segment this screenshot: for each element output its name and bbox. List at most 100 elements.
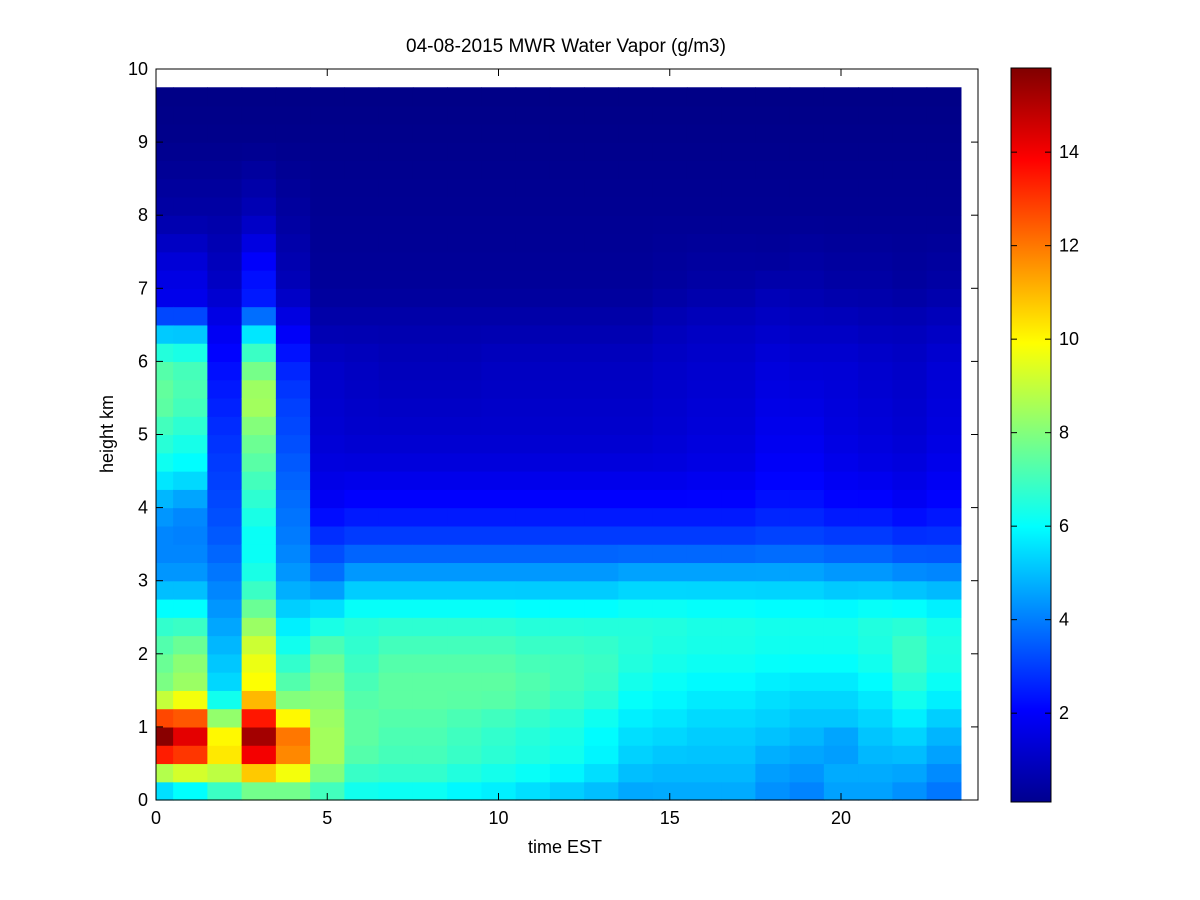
heatmap-cell <box>275 306 311 326</box>
heatmap-cell <box>447 215 482 235</box>
heatmap-cell <box>549 105 585 125</box>
heatmap-cell <box>584 142 619 161</box>
heatmap-cell <box>789 471 825 490</box>
heatmap-cell <box>858 416 893 436</box>
heatmap-cell <box>618 397 654 417</box>
heatmap-cell <box>481 233 517 253</box>
heatmap-cell <box>344 471 380 490</box>
heatmap-cell <box>412 745 448 765</box>
heatmap-cell <box>412 215 448 235</box>
heatmap-cell <box>652 489 688 509</box>
heatmap-cell <box>515 598 551 618</box>
heatmap-cell <box>447 251 482 271</box>
heatmap-cell <box>892 672 928 691</box>
heatmap-cell <box>926 123 962 143</box>
heatmap-cell <box>755 379 791 399</box>
heatmap-cell <box>721 598 756 618</box>
heatmap-cell <box>275 489 311 509</box>
heatmap-cell <box>549 416 585 436</box>
heatmap-cell <box>412 598 448 618</box>
heatmap-cell <box>310 617 345 637</box>
heatmap-cell <box>515 434 551 454</box>
heatmap-cell <box>344 324 380 344</box>
heatmap-cell <box>858 617 893 637</box>
heatmap-cell <box>207 507 243 527</box>
heatmap-cell <box>926 635 962 655</box>
x-tick-label: 15 <box>660 808 680 828</box>
heatmap-cell <box>173 251 208 271</box>
heatmap-cell <box>549 617 585 637</box>
heatmap-cell <box>549 160 585 180</box>
heatmap-cell <box>481 653 517 673</box>
heatmap-cell <box>275 123 311 143</box>
heatmap-cell <box>652 726 688 746</box>
heatmap-cell <box>241 361 277 381</box>
heatmap-cell <box>344 763 380 783</box>
heatmap-cell <box>549 562 585 582</box>
heatmap-cell <box>755 105 791 125</box>
heatmap-cell <box>926 196 962 216</box>
heatmap-cell <box>241 544 277 564</box>
heatmap-cell <box>156 781 174 801</box>
heatmap-cell <box>789 215 825 235</box>
heatmap-cell <box>378 178 414 198</box>
heatmap-cell <box>652 233 688 253</box>
heatmap-cell <box>686 178 722 198</box>
heatmap-cell <box>584 763 619 783</box>
heatmap-cell <box>549 653 585 673</box>
heatmap-cell <box>549 544 585 564</box>
heatmap-cell <box>755 507 791 527</box>
heatmap-cell <box>173 142 208 161</box>
heatmap-cell <box>156 489 174 509</box>
heatmap-cell <box>310 270 345 289</box>
heatmap-cell <box>721 489 756 509</box>
heatmap-cell <box>686 489 722 509</box>
heatmap-cell <box>156 708 174 728</box>
heatmap-cell <box>412 489 448 509</box>
heatmap-cell <box>241 708 277 728</box>
heatmap-cell <box>412 726 448 746</box>
heatmap-cell <box>823 690 859 710</box>
heatmap-cell <box>926 105 962 125</box>
heatmap-cell <box>378 160 414 180</box>
heatmap-cell <box>858 270 893 289</box>
heatmap-cell <box>412 105 448 125</box>
heatmap-cell <box>652 270 688 289</box>
heatmap-cell <box>207 87 243 107</box>
heatmap-cell <box>447 288 482 308</box>
heatmap-cell <box>412 580 448 600</box>
heatmap-cell <box>858 160 893 180</box>
heatmap-cell <box>378 196 414 216</box>
heatmap-cell <box>378 562 414 582</box>
heatmap-cell <box>584 105 619 125</box>
heatmap-cell <box>412 690 448 710</box>
heatmap-cell <box>310 598 345 618</box>
heatmap-cell <box>378 507 414 527</box>
heatmap-cell <box>549 580 585 600</box>
heatmap-cell <box>156 178 174 198</box>
heatmap-cell <box>823 361 859 381</box>
heatmap-cell <box>789 653 825 673</box>
heatmap-cell <box>481 562 517 582</box>
heatmap-cell <box>173 726 208 746</box>
heatmap-cell <box>549 397 585 417</box>
heatmap-cell <box>721 361 756 381</box>
heatmap-cell <box>721 270 756 289</box>
heatmap-cell <box>618 635 654 655</box>
heatmap-cell <box>378 397 414 417</box>
heatmap-cell <box>207 708 243 728</box>
x-axis-ticks: 0 5 10 15 20 <box>151 69 851 828</box>
heatmap-cell <box>584 123 619 143</box>
heatmap-cell <box>481 160 517 180</box>
heatmap-cell <box>789 434 825 454</box>
heatmap-cell <box>858 379 893 399</box>
heatmap-cell <box>207 489 243 509</box>
heatmap-cell <box>584 324 619 344</box>
heatmap-cell <box>823 105 859 125</box>
heatmap-cell <box>515 343 551 363</box>
heatmap-cell <box>275 726 311 746</box>
heatmap-cell <box>584 672 619 691</box>
heatmap-cell <box>275 233 311 253</box>
y-tick-label: 8 <box>138 205 148 225</box>
heatmap-cell <box>344 178 380 198</box>
